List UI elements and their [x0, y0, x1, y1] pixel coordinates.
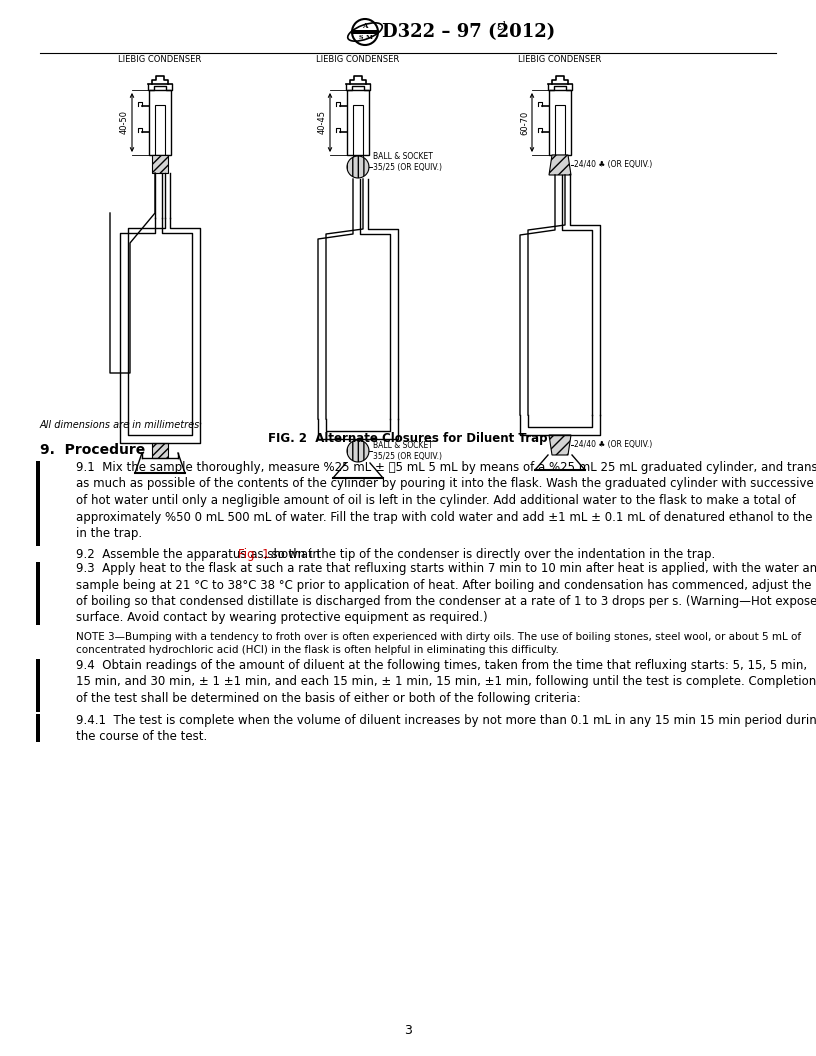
Text: BALL & SOCKET
35/25 (OR EQUIV.): BALL & SOCKET 35/25 (OR EQUIV.): [373, 441, 442, 461]
Text: LIEBIG CONDENSER: LIEBIG CONDENSER: [118, 55, 202, 64]
Text: 40-50: 40-50: [120, 111, 129, 134]
Text: 60-70: 60-70: [520, 111, 529, 134]
Text: 9.4  Obtain readings of the amount of diluent at the following times, taken from: 9.4 Obtain readings of the amount of dil…: [76, 659, 816, 705]
Text: LIEBIG CONDENSER: LIEBIG CONDENSER: [518, 55, 601, 64]
Bar: [152, 155, 168, 173]
Text: D322 – 97 (2012): D322 – 97 (2012): [382, 23, 555, 41]
Bar: [36, 461, 40, 546]
Text: 9.2  Assemble the apparatus as shown in: 9.2 Assemble the apparatus as shown in: [76, 548, 324, 561]
Polygon shape: [549, 155, 571, 175]
Text: BALL & SOCKET
35/25 (OR EQUIV.): BALL & SOCKET 35/25 (OR EQUIV.): [373, 152, 442, 172]
Text: ε¹: ε¹: [496, 20, 507, 34]
Text: NOTE 3—Bumping with a tendency to froth over is often experienced with dirty oil: NOTE 3—Bumping with a tendency to froth …: [76, 631, 801, 655]
Text: 24/40 ♣ (OR EQUIV.): 24/40 ♣ (OR EQUIV.): [574, 440, 652, 450]
Text: 3: 3: [404, 1024, 412, 1037]
Bar: [347, 90, 369, 155]
Polygon shape: [549, 435, 571, 455]
Text: LIEBIG CONDENSER: LIEBIG CONDENSER: [317, 55, 400, 64]
Bar: [352, 30, 378, 34]
Bar: [36, 714, 40, 742]
Text: 9.4.1  The test is complete when the volume of diluent increases by not more tha: 9.4.1 The test is complete when the volu…: [76, 714, 816, 743]
Text: M: M: [366, 35, 372, 40]
Text: S: S: [359, 35, 363, 40]
Text: 9.1  Mix the sample thoroughly, measure %25 mL ± 5 mL 5 mL by means of a %25 mL: 9.1 Mix the sample thoroughly, measure %…: [76, 461, 816, 540]
Bar: [149, 90, 171, 155]
Text: , so that the tip of the condenser is directly over the indentation in the trap.: , so that the tip of the condenser is di…: [264, 548, 715, 561]
Bar: [155, 105, 165, 161]
Text: 9.  Procedure: 9. Procedure: [40, 444, 145, 457]
Text: A: A: [362, 22, 368, 31]
Text: FIG. 2  Alternate Closures for Diluent Trap: FIG. 2 Alternate Closures for Diluent Tr…: [268, 432, 548, 445]
Text: 9.3  Apply heat to the flask at such a rate that refluxing starts within 7 min t: 9.3 Apply heat to the flask at such a ra…: [76, 562, 816, 624]
Circle shape: [347, 156, 369, 178]
Text: 40-45: 40-45: [318, 111, 327, 134]
Bar: [36, 562, 40, 625]
Text: All dimensions are in millimetres: All dimensions are in millimetres: [40, 420, 200, 430]
Circle shape: [347, 440, 369, 463]
Bar: [555, 105, 565, 161]
Bar: [36, 659, 40, 712]
Text: Fig. 1: Fig. 1: [238, 548, 269, 561]
Text: 24/40 ♣ (OR EQUIV.): 24/40 ♣ (OR EQUIV.): [574, 161, 652, 170]
Bar: [549, 90, 571, 155]
Bar: [152, 444, 168, 458]
Bar: [353, 105, 363, 161]
